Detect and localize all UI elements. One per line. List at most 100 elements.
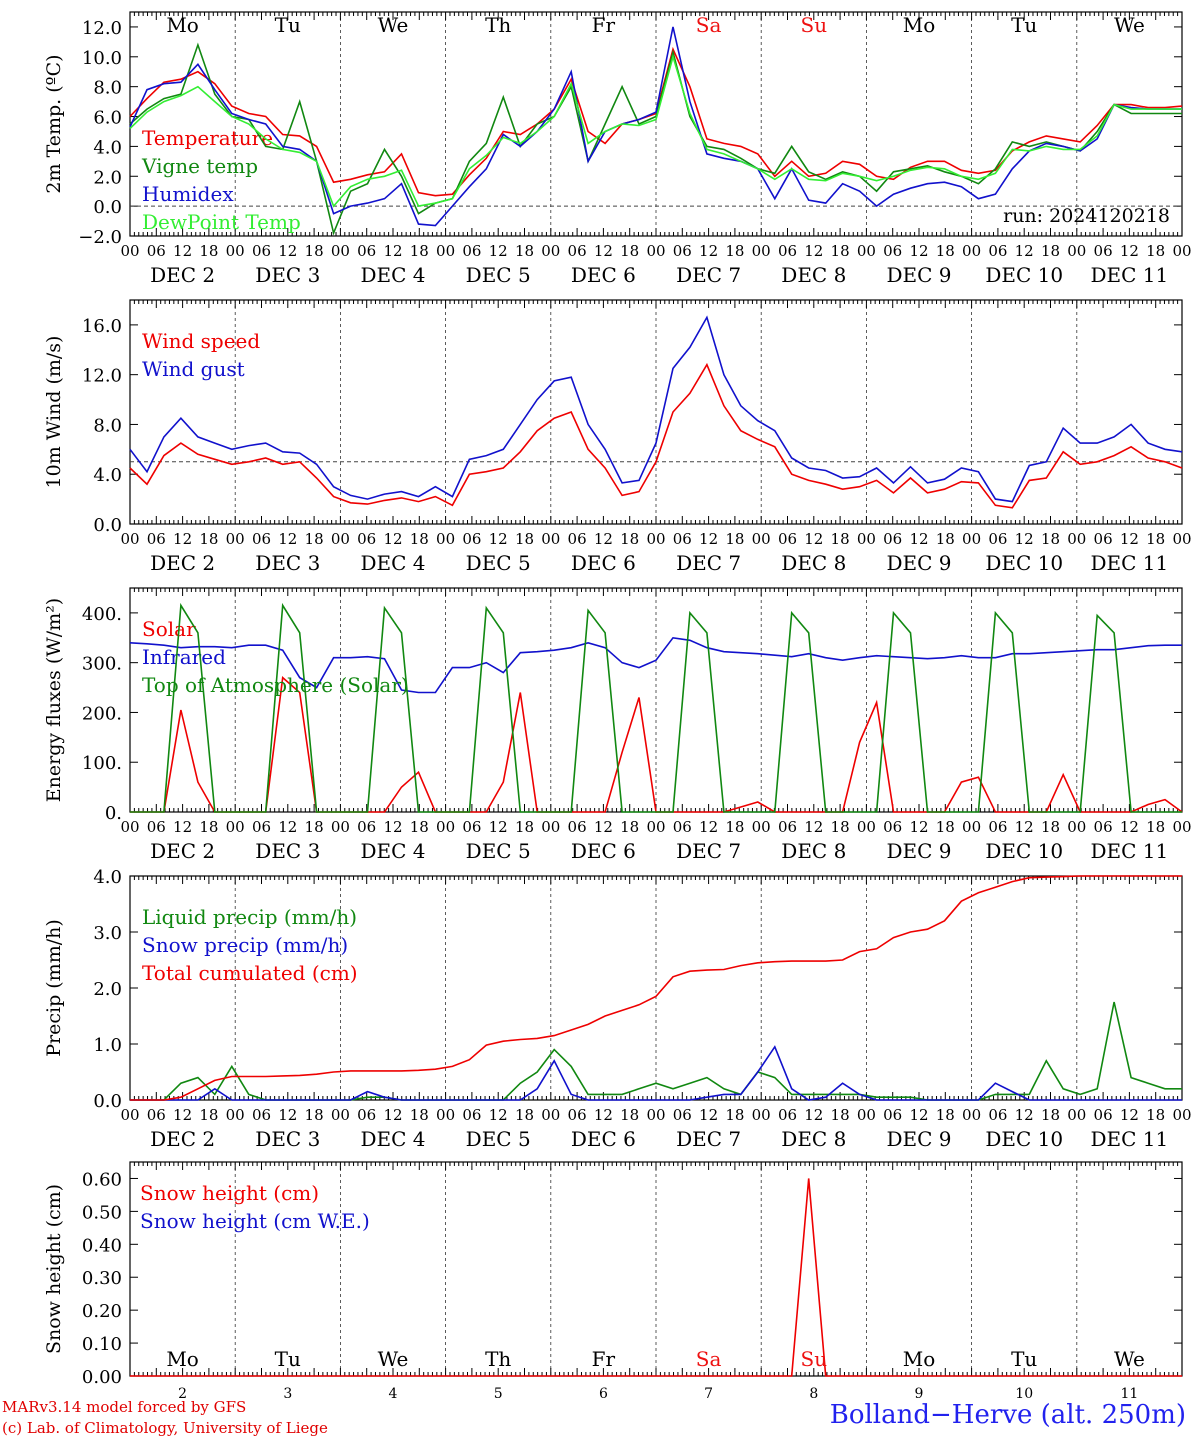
date-label: DEC 4 <box>360 551 425 575</box>
series-line-0-3 <box>129 53 1182 208</box>
day-name: Su <box>801 13 828 37</box>
y-tick-label: 400. <box>82 604 122 625</box>
hour-tick-label: 00 <box>226 818 245 836</box>
date-label: DEC 6 <box>571 1127 636 1151</box>
hour-tick-label: 18 <box>305 530 324 548</box>
y-tick-label: 0.20 <box>82 1301 122 1322</box>
hour-tick-label: 12 <box>383 242 402 260</box>
hour-tick-label: 00 <box>120 1106 139 1124</box>
hour-tick-label: 12 <box>489 1106 508 1124</box>
day-name: Tu <box>1011 1347 1037 1371</box>
y-tick-label: 8.0 <box>93 415 122 436</box>
meteogram-chart: −2.0 0.0 2.0 4.0 6.0 8.0 10.0 12.0 2m Temp. (ºC)… <box>43 11 1192 1400</box>
hour-tick-label: 06 <box>673 818 692 836</box>
hour-tick-label: 12 <box>173 530 192 548</box>
panel-frame-0 <box>129 11 1183 237</box>
hour-tick-label: 18 <box>515 1106 534 1124</box>
hour-tick-label: 18 <box>936 530 955 548</box>
hour-tick-label: 12 <box>804 242 823 260</box>
hour-tick-label: 12 <box>1015 530 1034 548</box>
day-name: Th <box>485 13 511 37</box>
legend-entry: Solar <box>142 617 196 641</box>
hour-tick-label: 06 <box>673 530 692 548</box>
hour-tick-label: 06 <box>1094 242 1113 260</box>
hour-tick-label: 06 <box>252 242 271 260</box>
day-name: Tu <box>1011 13 1037 37</box>
legend-entry: Vigne temp <box>141 154 258 178</box>
hour-tick-label: 06 <box>568 1106 587 1124</box>
series-line-1-0 <box>129 362 1183 509</box>
hour-tick-label: 06 <box>778 530 797 548</box>
hour-tick-label: 18 <box>936 818 955 836</box>
hour-tick-label: 18 <box>725 530 744 548</box>
hour-tick-label: 06 <box>462 242 481 260</box>
hour-tick-label: 06 <box>778 818 797 836</box>
date-label: DEC 4 <box>360 839 425 863</box>
series-line-1-1 <box>129 315 1183 503</box>
hour-tick-label: 18 <box>725 818 744 836</box>
hour-tick-label: 18 <box>725 242 744 260</box>
hour-tick-label: 00 <box>1172 1106 1191 1124</box>
hour-tick-label: 00 <box>436 242 455 260</box>
hour-tick-label: 12 <box>594 242 613 260</box>
hour-tick-label: 18 <box>515 818 534 836</box>
hour-tick-label: 00 <box>541 242 560 260</box>
hour-tick-label: 00 <box>1172 818 1191 836</box>
bottom-day-number: 6 <box>599 1386 608 1400</box>
y-tick-label: 3.0 <box>93 923 122 944</box>
hour-tick-label: 18 <box>831 1106 850 1124</box>
y-tick-label: 300. <box>82 654 122 675</box>
hour-tick-label: 06 <box>883 1106 902 1124</box>
hour-tick-label: 12 <box>804 1106 823 1124</box>
date-label: DEC 11 <box>1091 263 1169 287</box>
hour-tick-label: 18 <box>936 242 955 260</box>
bottom-day-number: 11 <box>1120 1386 1138 1400</box>
bottom-day-number: 5 <box>494 1386 503 1400</box>
date-label: DEC 8 <box>781 839 846 863</box>
hour-tick-label: 12 <box>699 1106 718 1124</box>
date-label: DEC 7 <box>676 263 741 287</box>
hour-tick-label: 06 <box>778 1106 797 1124</box>
hour-tick-label: 06 <box>147 1106 166 1124</box>
hour-tick-label: 12 <box>699 818 718 836</box>
hour-tick-label: 18 <box>305 1106 324 1124</box>
date-label: DEC 10 <box>985 263 1063 287</box>
date-label: DEC 3 <box>255 839 320 863</box>
hour-tick-label: 18 <box>831 530 850 548</box>
hour-tick-label: 06 <box>778 242 797 260</box>
hour-tick-label: 12 <box>173 242 192 260</box>
hour-tick-label: 00 <box>962 242 981 260</box>
hour-tick-label: 06 <box>1094 818 1113 836</box>
hour-tick-label: 00 <box>541 1106 560 1124</box>
date-label: DEC 2 <box>150 839 215 863</box>
date-label: DEC 11 <box>1091 1127 1169 1151</box>
y-tick-label: 200. <box>82 703 122 724</box>
day-name: Tu <box>275 1347 301 1371</box>
day-name: We <box>1114 13 1145 37</box>
y-axis-label: 10m Wind (m/s) <box>43 336 65 489</box>
hour-tick-label: 06 <box>883 530 902 548</box>
y-tick-label: 12.0 <box>82 18 122 39</box>
date-label: DEC 5 <box>466 263 531 287</box>
hour-tick-label: 06 <box>357 1106 376 1124</box>
day-name: Mo <box>903 1347 936 1371</box>
date-label: DEC 3 <box>255 1127 320 1151</box>
legend-entry: Wind speed <box>142 329 260 353</box>
hour-tick-label: 00 <box>752 530 771 548</box>
hour-tick-label: 00 <box>120 818 139 836</box>
hour-tick-label: 00 <box>331 242 350 260</box>
y-axis-label: Snow height (cm) <box>43 1184 65 1354</box>
hour-tick-label: 00 <box>436 818 455 836</box>
hour-tick-label: 06 <box>147 242 166 260</box>
hour-tick-label: 06 <box>252 530 271 548</box>
y-tick-label: 6.0 <box>93 108 122 129</box>
y-tick-label: 4.0 <box>93 137 122 158</box>
y-tick-label: 4.0 <box>93 465 122 486</box>
hour-tick-label: 00 <box>752 818 771 836</box>
y-tick-label: 4.0 <box>93 867 122 888</box>
legend-entry: DewPoint Temp <box>142 210 301 234</box>
y-tick-label: 0.60 <box>82 1169 122 1190</box>
hour-tick-label: 12 <box>278 242 297 260</box>
hour-tick-label: 06 <box>252 818 271 836</box>
hour-tick-label: 12 <box>278 1106 297 1124</box>
